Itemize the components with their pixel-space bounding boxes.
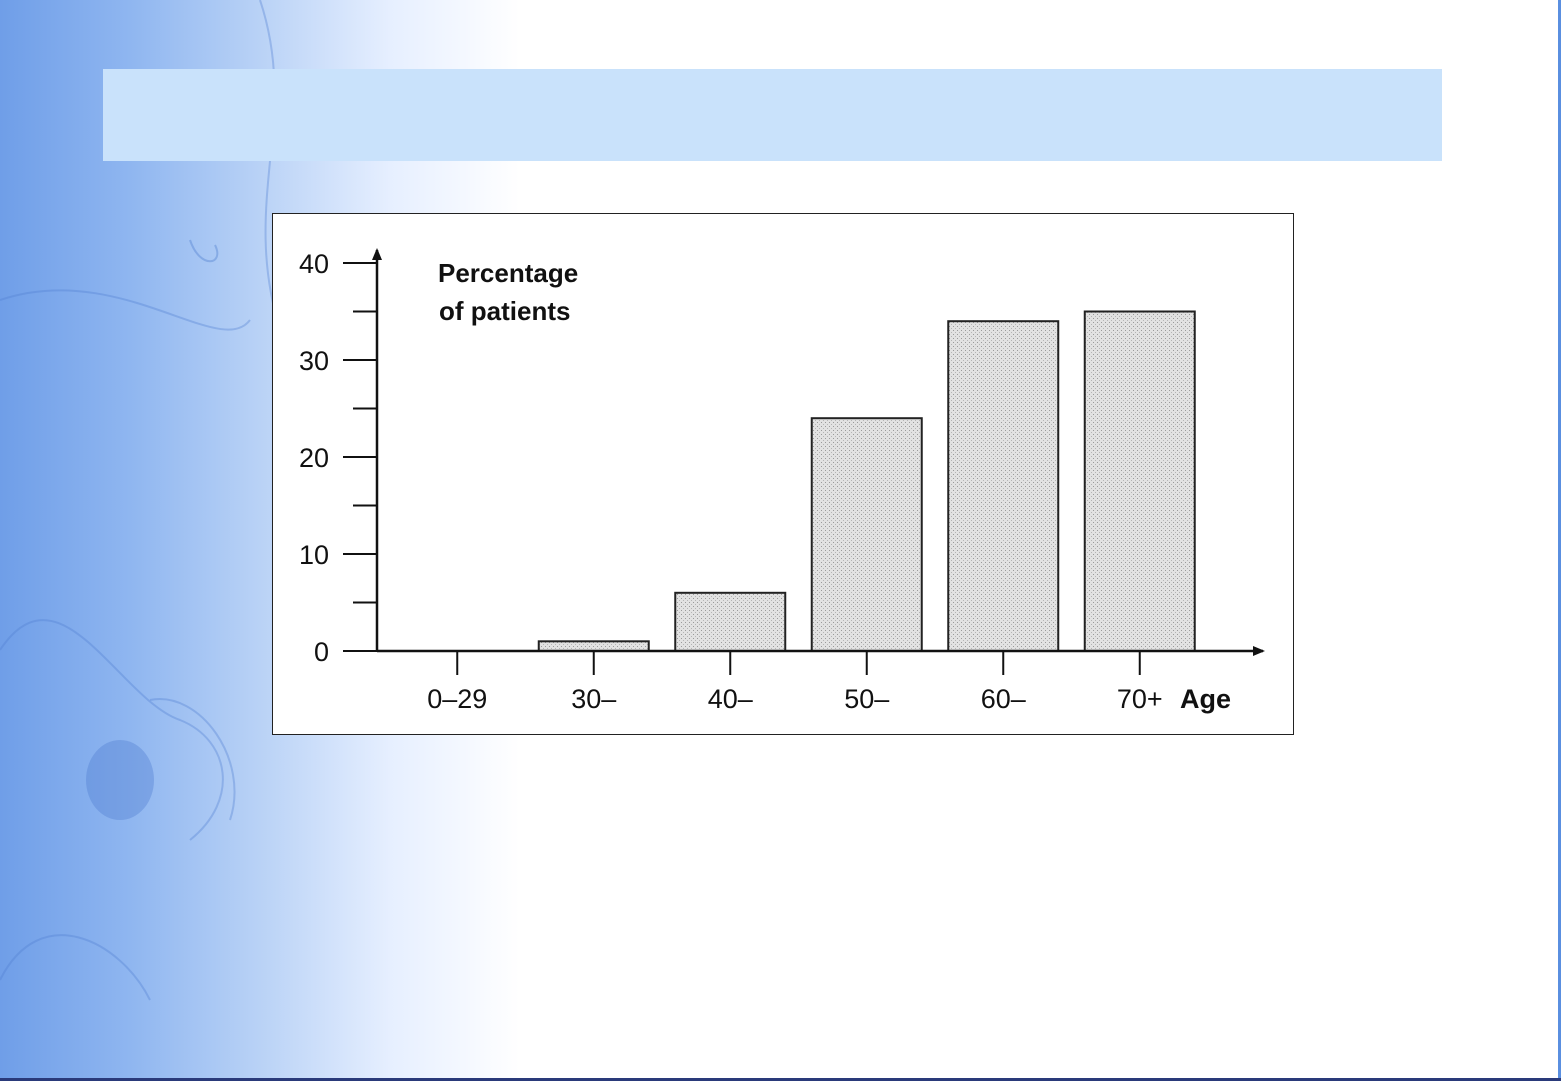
bar-3 — [674, 591, 787, 652]
x-tick-label: 50– — [844, 684, 889, 714]
slide-right-border — [1558, 0, 1561, 1081]
background-figure-illustration — [0, 0, 281, 1001]
x-tick-label: 30– — [571, 684, 616, 714]
slide-title-bar — [103, 69, 1442, 161]
bar-5 — [947, 320, 1060, 652]
x-tick-label: 60– — [981, 684, 1026, 714]
y-tick-label: 20 — [299, 443, 329, 473]
age-bar-chart: 0 10 20 30 40 0–29 30– 40– 50– 60– 70+ Age Percent… — [299, 248, 1265, 714]
y-axis-label-line2: of patients — [439, 296, 570, 326]
bar-2 — [537, 640, 650, 652]
y-tick-label: 30 — [299, 346, 329, 376]
y-tick-label: 40 — [299, 249, 329, 279]
y-tick-label: 10 — [299, 540, 329, 570]
y-axis-label-line1: Percentage — [438, 258, 578, 288]
x-tick-label: 70+ — [1117, 684, 1163, 714]
y-tick-label: 0 — [314, 637, 329, 667]
slide-bottom-border — [0, 1078, 1561, 1081]
chart-frame: 0 10 20 30 40 0–29 30– 40– 50– 60– 70+ Age Percent… — [272, 213, 1294, 735]
bar-4 — [810, 417, 923, 652]
x-axis-label: Age — [1180, 684, 1231, 714]
bar-6 — [1083, 310, 1196, 652]
x-tick-label: 0–29 — [427, 684, 487, 714]
x-tick-label: 40– — [708, 684, 753, 714]
